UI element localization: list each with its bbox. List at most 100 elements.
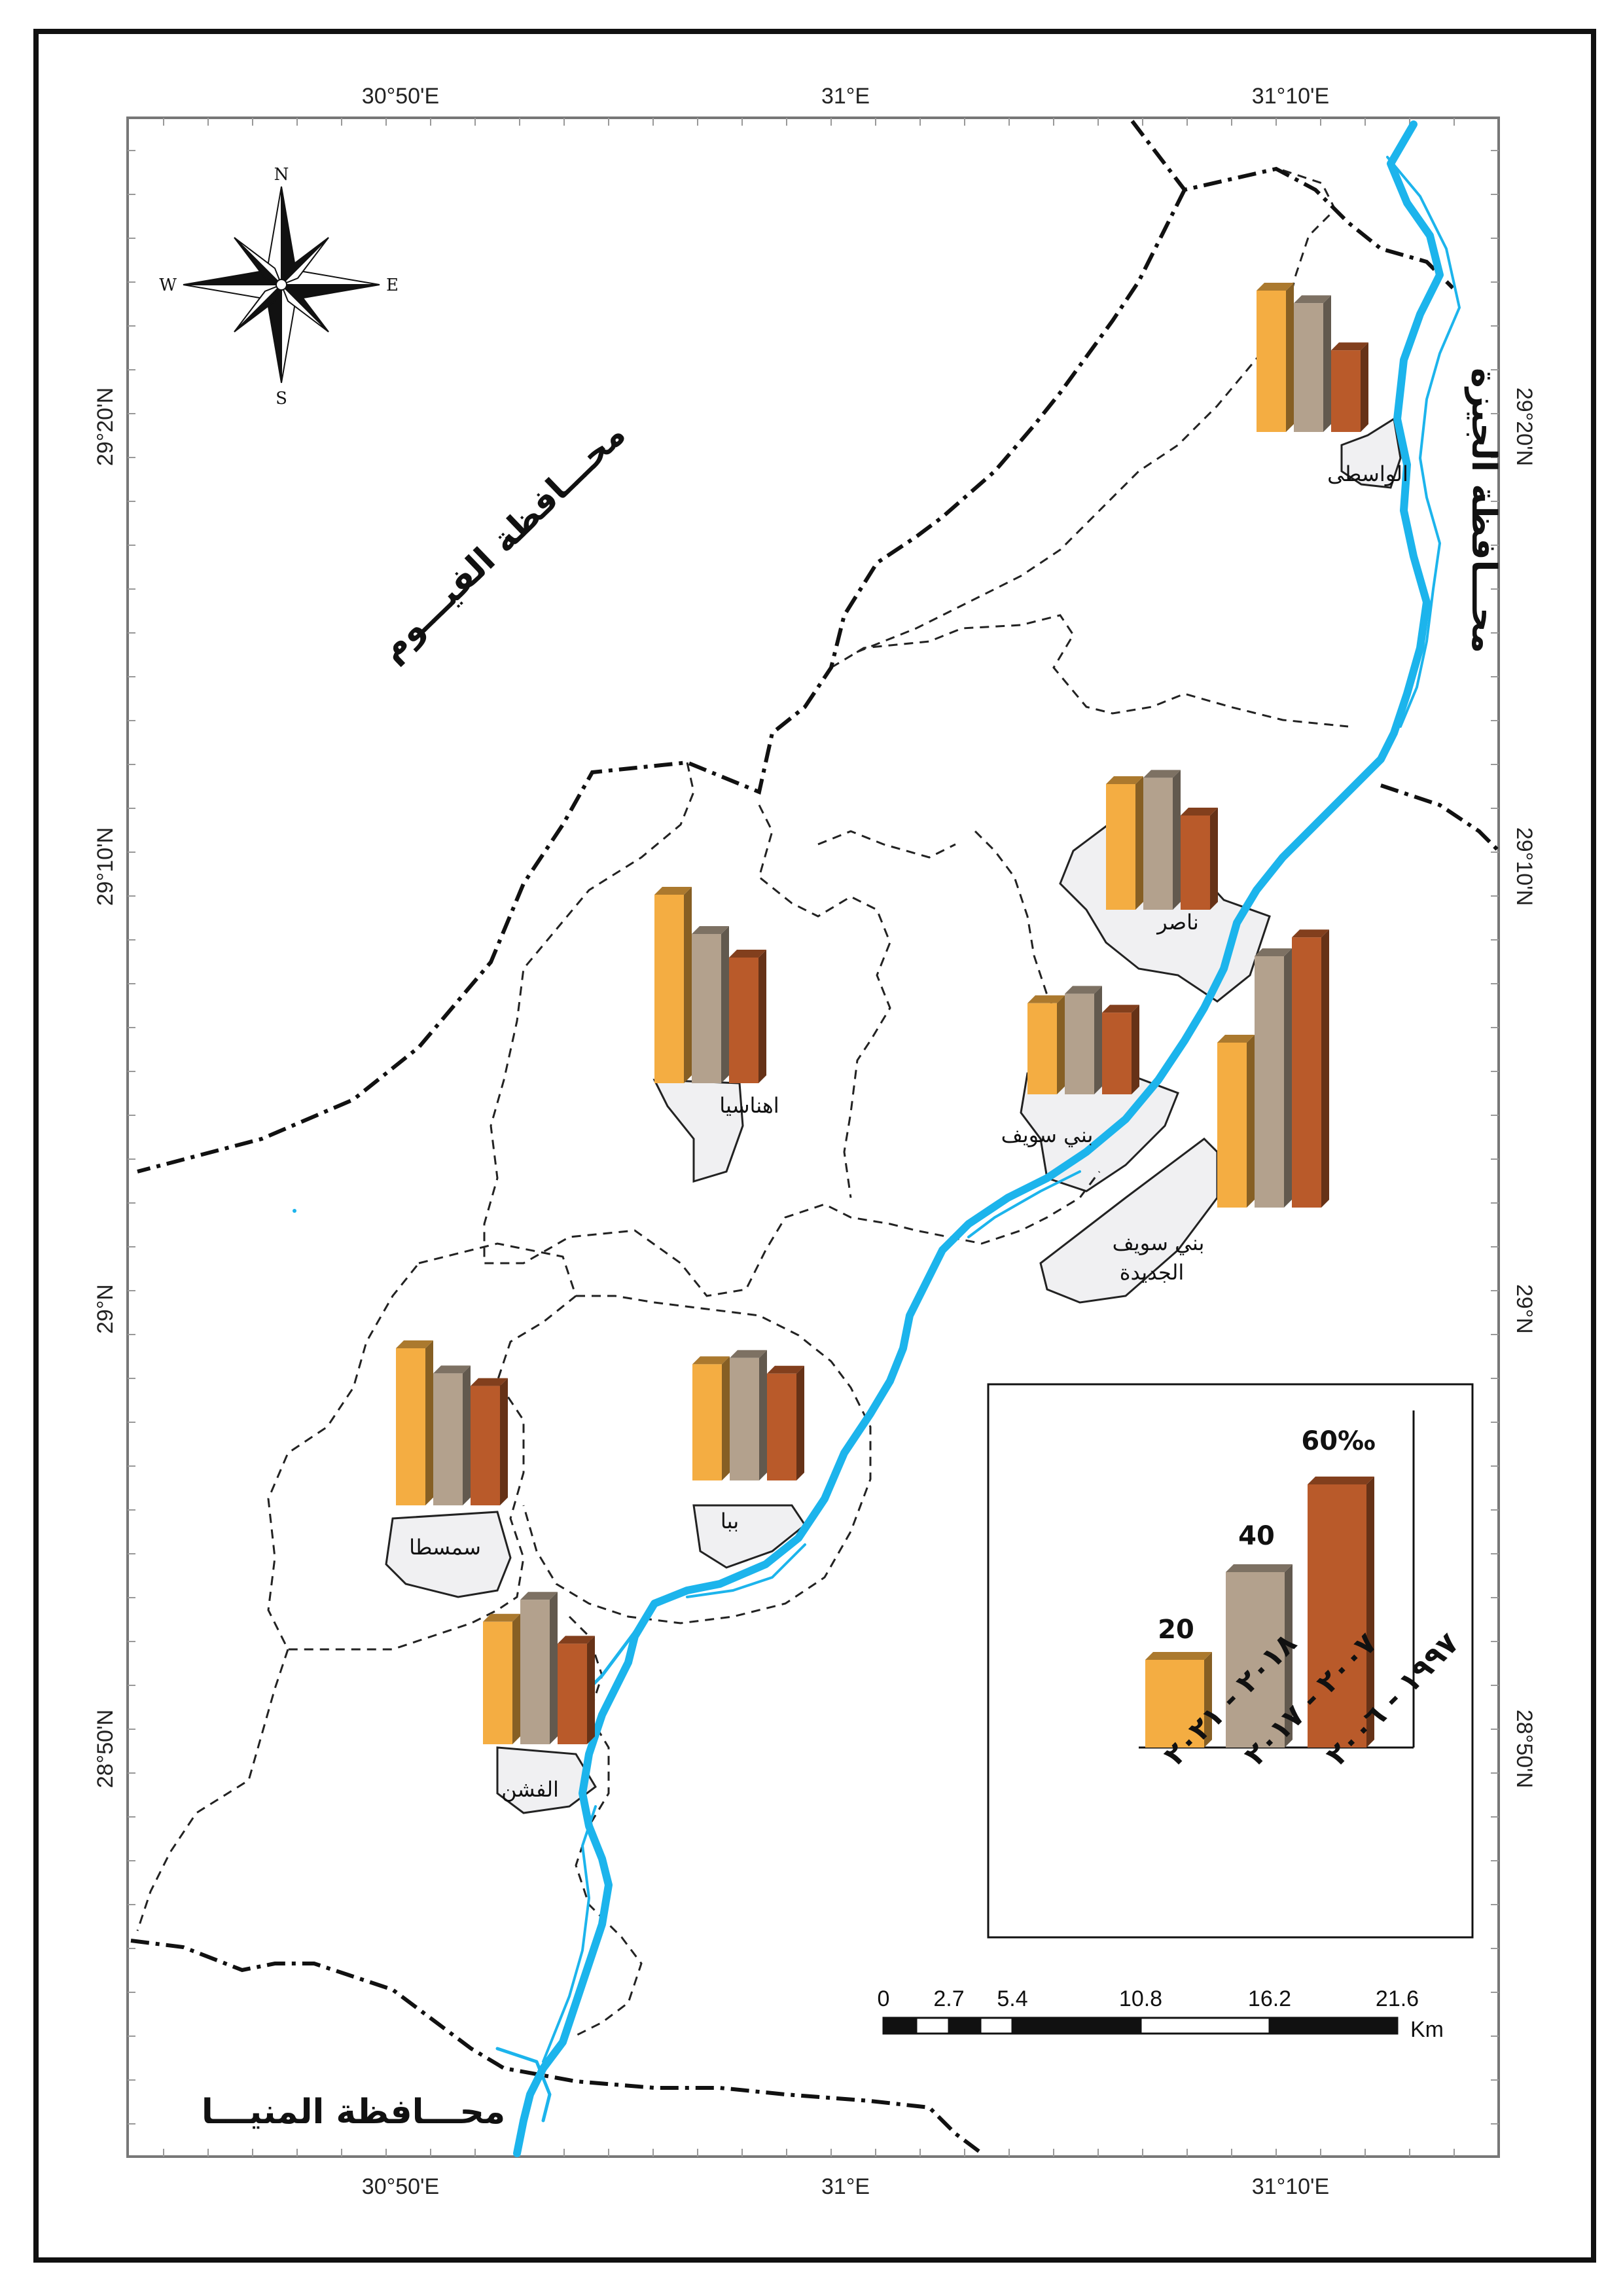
district-boundary-north (830, 614, 1349, 728)
town-chart-ihnasia (654, 887, 766, 1083)
lat-label-left-1: 29°20'N (93, 387, 118, 466)
legend-bar-2 (1226, 1564, 1293, 1748)
town-bar-fashn-2-top (520, 1592, 558, 1600)
town-bar-charts (396, 283, 1368, 1744)
scale-tick-3: 10.8 (1119, 1986, 1162, 2011)
scale-tick-1: 2.7 (933, 1986, 964, 2011)
district-boundary-wasta (850, 169, 1336, 656)
urban-newbenisuef (1039, 1138, 1219, 1304)
town-bar-somosta-2-face (433, 1373, 463, 1505)
legend-value-label-3: 60‰ (1301, 1426, 1375, 1456)
urban-biba (692, 1504, 807, 1569)
town-bar-benisuef-1-top (1027, 995, 1065, 1003)
town-bar-newbenisuef-1 (1217, 1035, 1255, 1208)
town-bar-newbenisuef-2-top (1255, 948, 1292, 956)
legend-bar-2-top (1226, 1564, 1293, 1572)
town-bar-biba-2-face (730, 1357, 759, 1480)
town-label-fashn: الفشن (501, 1777, 559, 1802)
lon-label-top-3: 31°10'E (1252, 84, 1329, 109)
boundary-giza-east (1380, 783, 1501, 853)
town-label-newbenisuef-line1: بني سويف (1113, 1230, 1205, 1255)
town-bar-fashn-1 (483, 1613, 520, 1744)
town-label-somosta: سمسطا (409, 1535, 481, 1560)
town-bar-somosta-3-side (500, 1378, 508, 1505)
lat-label-right-3: 29°N (1512, 1284, 1537, 1334)
town-bar-somosta-1 (396, 1340, 433, 1505)
town-label-benisuef: بني سويف (1001, 1122, 1094, 1147)
town-bar-nasser-2-face (1143, 778, 1173, 910)
town-bar-newbenisuef-3-top (1292, 929, 1329, 938)
town-bar-benisuef-2-face (1065, 994, 1094, 1094)
legend-bar-1-top (1145, 1652, 1212, 1660)
urban-wasta (1340, 417, 1402, 489)
town-bar-wasta-2-top (1294, 295, 1331, 304)
town-bar-biba-1-face (692, 1364, 722, 1480)
town-bar-nasser-1-top (1106, 776, 1143, 784)
town-bar-biba-1 (692, 1356, 730, 1480)
town-bar-fashn-1-top (483, 1613, 520, 1622)
town-bar-fashn-2-side (550, 1592, 558, 1744)
town-bar-fashn-3-face (558, 1643, 587, 1744)
town-bar-nasser-1-side (1135, 776, 1143, 910)
legend: 20 40 60‰ ٢٠١٨ - ٢٠٢١ ٢٠٠٧ - ٢٠١٧ ١٩٩٧ -… (987, 1383, 1474, 1939)
lon-label-bottom-1: 30°50'E (362, 2174, 439, 2199)
town-chart-newbenisuef (1217, 929, 1329, 1208)
town-bar-biba-2 (730, 1350, 767, 1480)
town-bar-biba-3-side (796, 1365, 804, 1480)
town-label-wasta: الواسطى (1327, 461, 1408, 486)
town-bar-ihnasia-1-face (654, 895, 684, 1083)
town-bar-newbenisuef-1-face (1217, 1043, 1247, 1208)
town-bar-wasta-1-side (1286, 283, 1294, 432)
town-bar-somosta-1-side (425, 1340, 433, 1505)
legend-bar-3-side (1366, 1477, 1374, 1748)
graticule-ticks (128, 118, 1499, 2157)
town-labels: الواسطى ناصر اهناسيا بني سويف بني سويف ا… (409, 461, 1408, 1802)
town-bar-ihnasia-2-face (692, 934, 721, 1083)
lat-label-right-4: 28°50'N (1512, 1710, 1537, 1788)
town-bar-benisuef-3-top (1102, 1005, 1139, 1013)
town-bar-fashn-3-top (558, 1636, 595, 1644)
town-bar-newbenisuef-3-face (1292, 937, 1321, 1208)
scale-segment-6 (1139, 2017, 1271, 2035)
town-bar-newbenisuef-1-side (1247, 1035, 1255, 1208)
town-bar-biba-2-top (730, 1350, 767, 1358)
legend-bar-2-face (1226, 1572, 1285, 1748)
town-bar-somosta-2 (433, 1365, 471, 1505)
town-label-nasser: ناصر (1156, 910, 1198, 935)
town-bar-wasta-3-face (1331, 350, 1361, 432)
town-bar-ihnasia-2-side (721, 926, 729, 1083)
town-bar-somosta-3-face (471, 1386, 500, 1505)
outer-frame (33, 29, 1596, 2263)
scale-tick-0: 0 (878, 1986, 890, 2011)
lon-label-top-2: 31°E (821, 84, 870, 109)
scale-segment-5 (1011, 2017, 1142, 2035)
scale-segment-1 (882, 2017, 918, 2035)
lat-label-left-3: 29°N (93, 1284, 118, 1334)
legend-bar-2-side (1285, 1564, 1293, 1748)
town-bar-ihnasia-3-face (729, 958, 758, 1083)
town-bar-nasser-2-top (1143, 770, 1181, 778)
town-bar-newbenisuef-2 (1255, 948, 1292, 1208)
town-chart-somosta (396, 1340, 508, 1505)
legend-bar-3-face (1308, 1484, 1366, 1748)
governorate-label-giza: محـــافظة الجيزة (1464, 368, 1503, 653)
town-bar-nasser-3-top (1181, 808, 1218, 816)
scale-segment-2 (915, 2017, 950, 2035)
town-bar-newbenisuef-1-top (1217, 1035, 1255, 1043)
water-point (293, 1209, 296, 1213)
lon-label-bottom-2: 31°E (821, 2174, 870, 2199)
legend-value-label-2: 40 (1238, 1521, 1275, 1551)
town-bar-newbenisuef-2-side (1284, 948, 1292, 1208)
town-bar-fashn-2-face (520, 1600, 550, 1744)
scale-unit: Km (1410, 2017, 1444, 2042)
nile-main-channel (513, 120, 1444, 2157)
town-bar-wasta-1 (1257, 283, 1294, 432)
lat-label-right-2: 29°10'N (1512, 827, 1537, 906)
town-bar-nasser-2-side (1173, 770, 1181, 910)
town-bar-ihnasia-1-top (654, 887, 692, 895)
town-bar-benisuef-3-face (1102, 1013, 1132, 1094)
town-bar-wasta-3-top (1331, 342, 1368, 351)
boundary-minya (130, 1939, 983, 2155)
scale-tick-4: 16.2 (1248, 1986, 1291, 2011)
